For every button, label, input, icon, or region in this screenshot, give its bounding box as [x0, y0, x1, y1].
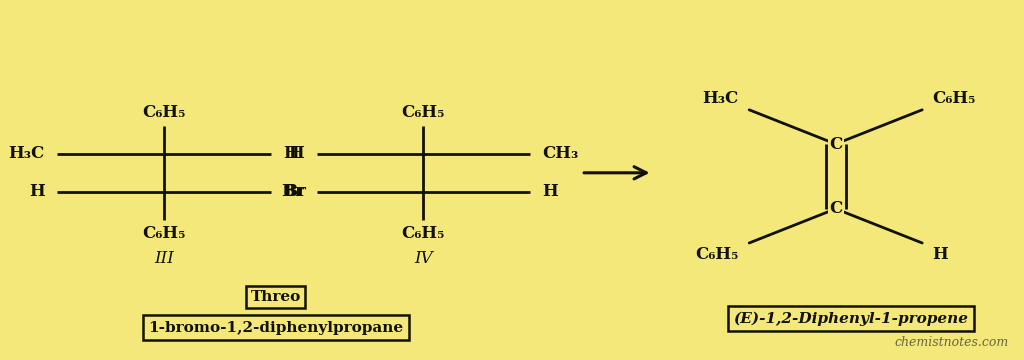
- Text: C₆H₅: C₆H₅: [142, 104, 185, 121]
- Text: H: H: [29, 183, 45, 200]
- Text: C: C: [829, 135, 843, 153]
- Text: 1-bromo-1,2-diphenylpropane: 1-bromo-1,2-diphenylpropane: [148, 321, 403, 334]
- Text: H: H: [283, 145, 299, 162]
- Text: Threo: Threo: [251, 290, 301, 304]
- Text: IV: IV: [414, 250, 433, 267]
- Text: Br: Br: [282, 183, 304, 200]
- Text: H: H: [289, 145, 304, 162]
- Text: Br: Br: [283, 183, 306, 200]
- Text: H₃C: H₃C: [8, 145, 45, 162]
- Text: chemistnotes.com: chemistnotes.com: [895, 336, 1009, 349]
- Text: C: C: [829, 200, 843, 217]
- Text: III: III: [154, 250, 174, 267]
- Text: (E)-1,2-Diphenyl-1-propene: (E)-1,2-Diphenyl-1-propene: [733, 311, 969, 326]
- Text: C₆H₅: C₆H₅: [933, 90, 976, 107]
- Text: H₃C: H₃C: [702, 90, 739, 107]
- Text: H: H: [543, 183, 558, 200]
- Text: C₆H₅: C₆H₅: [695, 246, 739, 263]
- Text: C₆H₅: C₆H₅: [401, 104, 445, 121]
- Text: CH₃: CH₃: [543, 145, 579, 162]
- Text: C₆H₅: C₆H₅: [401, 225, 445, 242]
- Text: C₆H₅: C₆H₅: [142, 225, 185, 242]
- Text: H: H: [933, 246, 948, 263]
